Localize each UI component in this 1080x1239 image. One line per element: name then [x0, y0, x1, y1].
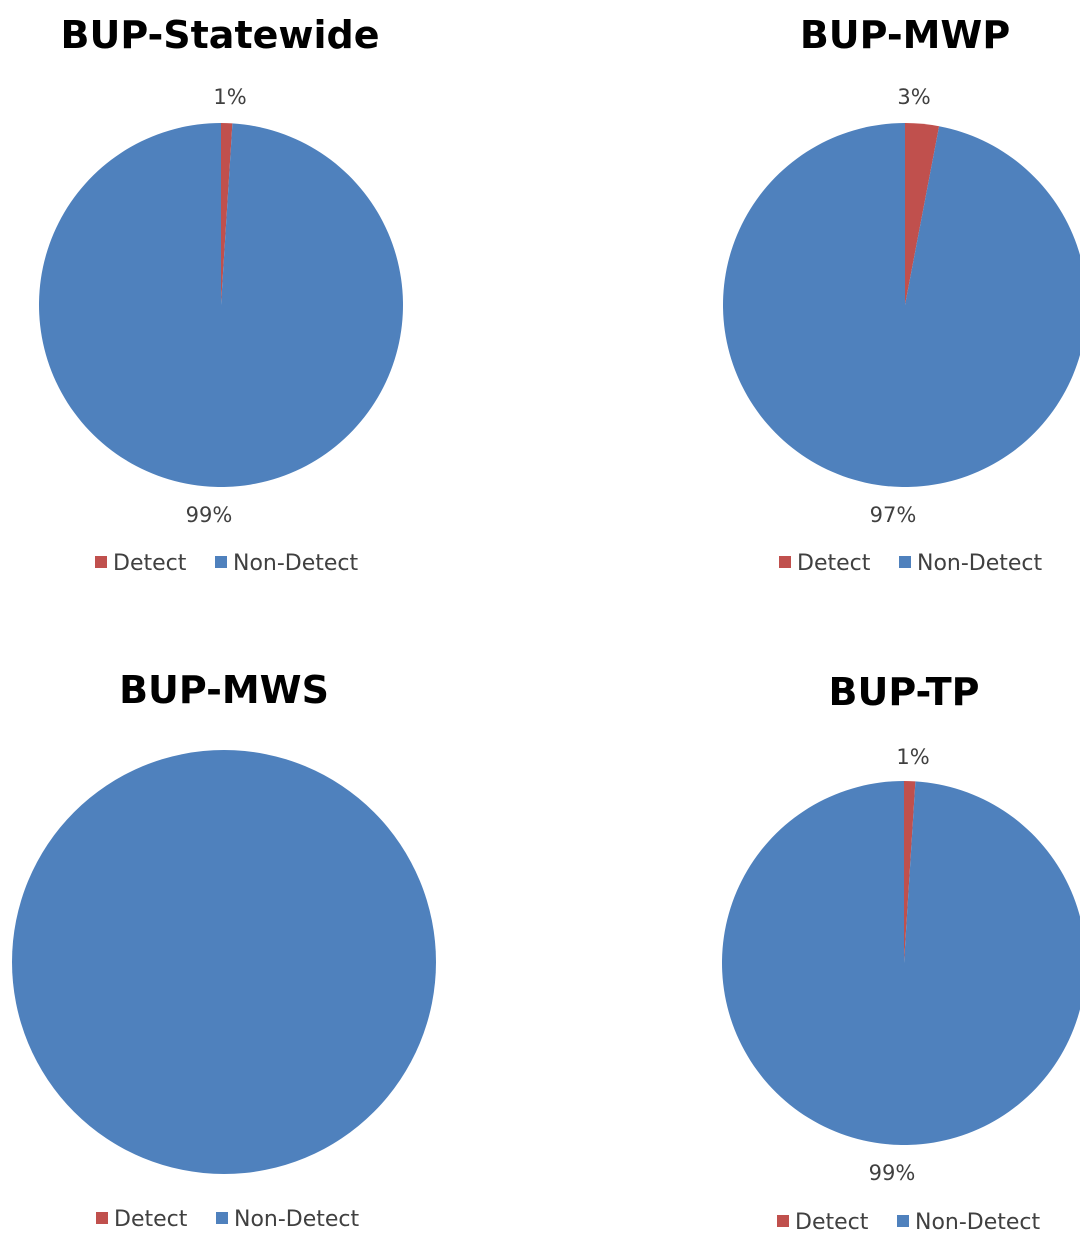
- legend-label: Non-Detect: [915, 1210, 1041, 1235]
- data-label-detect: 3%: [897, 85, 930, 109]
- legend-label: Detect: [795, 1210, 869, 1235]
- legend-label: Non-Detect: [234, 1207, 360, 1232]
- legend-label: Detect: [114, 1207, 188, 1232]
- pie-slice-non-detect: [38, 123, 403, 487]
- legend-swatch-detect: [777, 1215, 789, 1227]
- data-label-detect: 1%: [896, 745, 929, 769]
- legend-label: Detect: [797, 551, 871, 576]
- legend-swatch-detect: [95, 556, 107, 568]
- pie-chart-1: BUP-Statewide 1% 99% Detect Non-Detect: [38, 13, 403, 576]
- pie-chart-4: BUP-TP 1% 99% Detect Non-Detect: [722, 670, 1080, 1235]
- legend-swatch-non-detect: [215, 556, 227, 568]
- pie-chart-2: BUP-MWP 3% 97% Detect Non-Detect: [723, 13, 1080, 576]
- data-label-non-detect: 99%: [869, 1161, 916, 1185]
- pie-slice-detect: [905, 123, 940, 305]
- pie-slice-detect: [904, 781, 916, 963]
- legend-label: Non-Detect: [917, 551, 1043, 576]
- data-label-non-detect: 99%: [186, 503, 233, 527]
- chart-title: BUP-MWS: [119, 668, 329, 712]
- data-label-non-detect: 97%: [870, 503, 917, 527]
- pie-slice-non-detect: [722, 781, 1080, 1145]
- chart-title: BUP-TP: [829, 670, 980, 714]
- chart-title: BUP-MWP: [800, 13, 1010, 57]
- pie-slice-detect: [221, 123, 233, 305]
- pie-slice-non-detect: [12, 750, 436, 1174]
- data-label-detect: 1%: [213, 85, 246, 109]
- legend: Detect Non-Detect: [777, 1210, 1041, 1235]
- legend-swatch-non-detect: [216, 1212, 228, 1224]
- legend-swatch-non-detect: [897, 1215, 909, 1227]
- chart-title: BUP-Statewide: [61, 13, 380, 57]
- legend-swatch-detect: [779, 556, 791, 568]
- legend-label: Detect: [113, 551, 187, 576]
- pie-slice-non-detect: [723, 123, 1080, 487]
- legend-label: Non-Detect: [233, 551, 359, 576]
- legend-swatch-non-detect: [899, 556, 911, 568]
- legend: Detect Non-Detect: [96, 1207, 360, 1232]
- legend: Detect Non-Detect: [779, 551, 1043, 576]
- legend-swatch-detect: [96, 1212, 108, 1224]
- pie-chart-3: BUP-MWS Detect Non-Detect: [12, 668, 436, 1232]
- legend: Detect Non-Detect: [95, 551, 359, 576]
